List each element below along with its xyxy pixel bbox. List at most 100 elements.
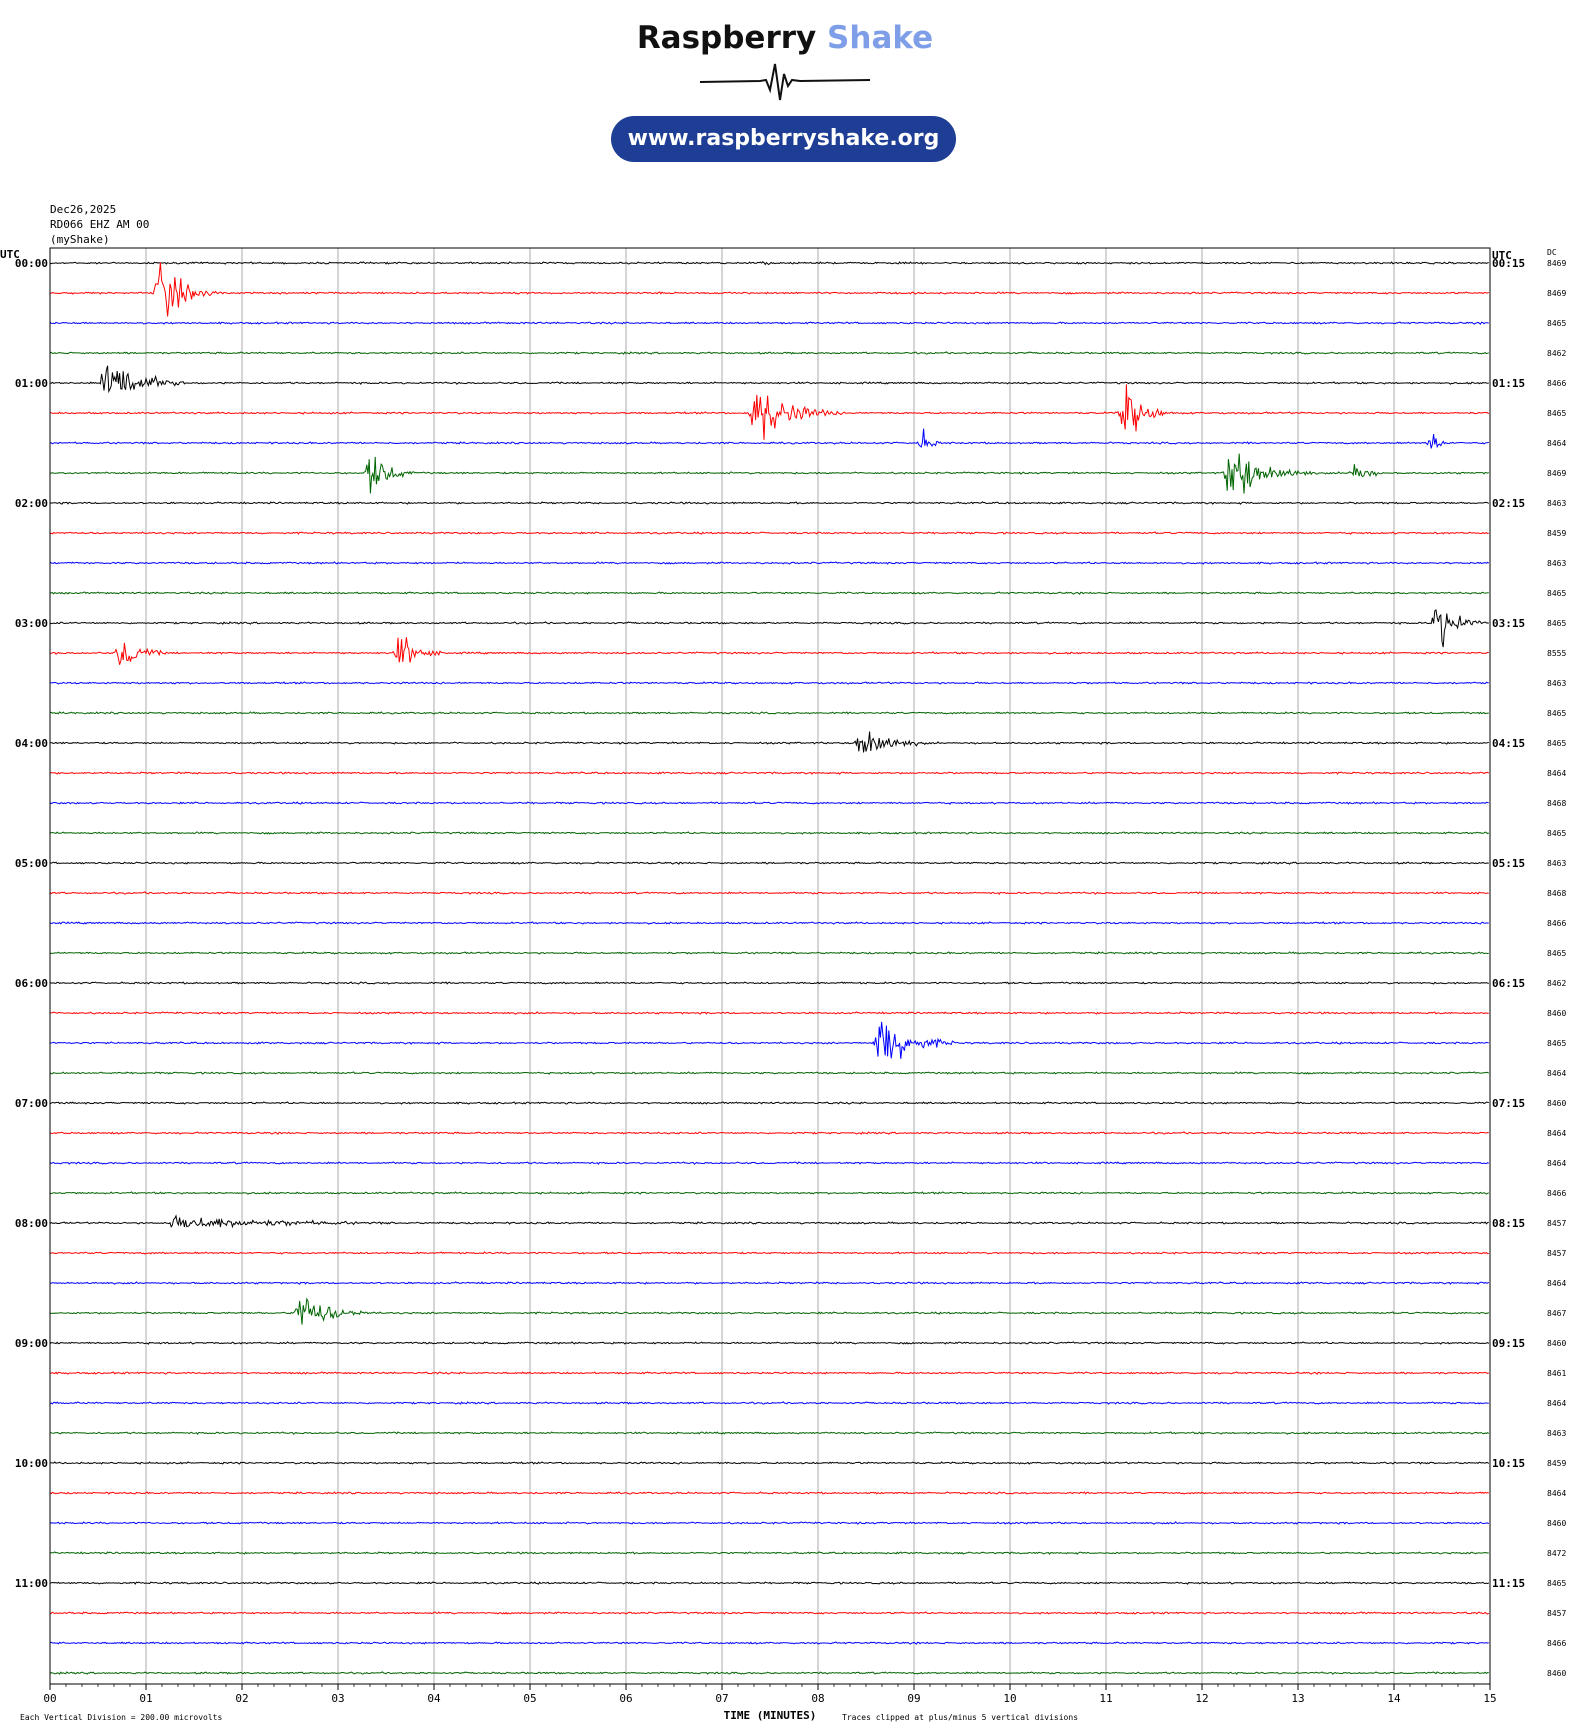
trace-line (49, 591, 1489, 595)
trace-line (49, 1191, 1489, 1195)
left-hour-label: 09:00 (15, 1337, 48, 1350)
dc-value-label: 8472 (1547, 1549, 1566, 1558)
dc-value-label: 8464 (1547, 1399, 1566, 1408)
dc-value-label: 8465 (1547, 739, 1566, 748)
right-hour-label: 00:15 (1492, 257, 1525, 270)
clipping-note: Traces clipped at plus/minus 5 vertical … (842, 1713, 1078, 1722)
trace-line (49, 861, 1489, 865)
left-hour-label: 10:00 (15, 1457, 48, 1470)
logo-word-raspberry: Raspberry (636, 20, 817, 56)
trace-line (49, 501, 1490, 505)
trace-line (49, 561, 1490, 565)
left-hour-label: 03:00 (15, 617, 48, 630)
trace-line (49, 731, 1489, 753)
trace-line (49, 1611, 1490, 1615)
seismograph-wave-icon (700, 63, 870, 101)
left-hour-label: 05:00 (15, 857, 48, 870)
dc-value-label: 8463 (1547, 499, 1566, 508)
trace-line (49, 1161, 1490, 1166)
right-hour-label: 07:15 (1492, 1097, 1525, 1110)
dc-value-label: 8466 (1547, 919, 1566, 928)
dc-value-label: 8463 (1547, 859, 1566, 868)
left-hour-label: 01:00 (15, 377, 48, 390)
raspberry-shake-logo: Raspberry Shake www.raspberryshake.org (0, 0, 1570, 175)
x-tick-label: 07 (715, 1692, 728, 1705)
dc-value-label: 8464 (1547, 1069, 1566, 1078)
dc-value-label: 8457 (1547, 1609, 1566, 1618)
time-grid (145, 248, 1395, 1684)
dc-value-label: 8460 (1547, 1099, 1566, 1108)
dc-value-label: 8464 (1547, 439, 1566, 448)
trace-line (49, 261, 1489, 266)
dc-value-label: 8466 (1547, 379, 1566, 388)
right-hour-label: 10:15 (1492, 1457, 1525, 1470)
trace-line (49, 1101, 1489, 1105)
logo-title: Raspberry Shake (0, 20, 1570, 56)
trace-line (49, 1461, 1490, 1465)
right-hour-label: 04:15 (1492, 737, 1525, 750)
x-tick-label: 13 (1291, 1692, 1304, 1705)
trace-line (49, 1021, 1489, 1059)
seismic-traces (49, 261, 1490, 1676)
trace-line (49, 453, 1489, 494)
trace-line (49, 609, 1489, 648)
dc-value-label: 8462 (1547, 349, 1566, 358)
dc-value-label: 8465 (1547, 319, 1566, 328)
dc-value-label: 8465 (1547, 829, 1566, 838)
trace-line (49, 1671, 1489, 1676)
x-tick-label: 01 (139, 1692, 152, 1705)
trace-line (49, 321, 1489, 325)
dc-value-label: 8465 (1547, 709, 1566, 718)
right-hour-label: 11:15 (1492, 1577, 1525, 1590)
trace-line (49, 711, 1489, 715)
trace-line (49, 1641, 1489, 1645)
dc-value-label: 8460 (1547, 1519, 1566, 1528)
dc-value-label: 8465 (1547, 949, 1566, 958)
dc-value-label: 8468 (1547, 889, 1566, 898)
trace-line (49, 1341, 1490, 1345)
left-hour-label: 04:00 (15, 737, 48, 750)
date-label: Dec26,2025 (50, 203, 116, 216)
dc-value-label: 8467 (1547, 1309, 1566, 1318)
trace-line (49, 1491, 1489, 1495)
x-tick-label: 10 (1003, 1692, 1016, 1705)
dc-value-label: 8469 (1547, 259, 1566, 268)
dc-offset-labels: 8469 8469 8465 8462 8466 8465 8464 8469 8463 8459… (1547, 259, 1566, 1678)
right-utc-label: UTC (1492, 249, 1512, 262)
right-hour-label: 03:15 (1492, 617, 1525, 630)
trace-line (49, 1297, 1490, 1325)
right-hour-label: 09:15 (1492, 1337, 1525, 1350)
right-hour-label: 08:15 (1492, 1217, 1525, 1230)
x-tick-label: 04 (427, 1692, 441, 1705)
dc-value-label: 8463 (1547, 559, 1566, 568)
right-hour-label: 01:15 (1492, 377, 1525, 390)
x-tick-label: 09 (907, 1692, 920, 1705)
trace-line (49, 1214, 1489, 1229)
trace-line (49, 681, 1489, 685)
trace-line (49, 1131, 1489, 1135)
trace-line (49, 384, 1490, 440)
trace-line (49, 1551, 1489, 1555)
dc-value-label: 8460 (1547, 1009, 1566, 1018)
dc-value-label: 8461 (1547, 1369, 1566, 1378)
dc-value-label: 8459 (1547, 529, 1566, 538)
dc-value-label: 8469 (1547, 289, 1566, 298)
x-tick-label: 06 (619, 1692, 632, 1705)
dc-value-label: 8464 (1547, 769, 1566, 778)
dc-value-label: 8466 (1547, 1639, 1566, 1648)
dc-value-label: 8457 (1547, 1249, 1566, 1258)
trace-line (49, 981, 1489, 985)
website-url-badge[interactable]: www.raspberryshake.org (611, 116, 956, 162)
plot-frame (49, 247, 1491, 1685)
dc-value-label: 8466 (1547, 1189, 1566, 1198)
dc-value-label: 8463 (1547, 1429, 1566, 1438)
left-hour-label: 00:00 (15, 257, 48, 270)
trace-line (50, 637, 1489, 665)
trace-line (49, 891, 1489, 896)
dc-value-label: 8465 (1547, 1579, 1566, 1588)
dc-value-label: 8464 (1547, 1129, 1566, 1138)
trace-line (49, 1401, 1489, 1405)
trace-line (49, 1521, 1490, 1525)
right-hour-labels: 00:15 01:15 02:15 03:15 04:15 05:15 06:15 07:15… (1492, 257, 1525, 1590)
